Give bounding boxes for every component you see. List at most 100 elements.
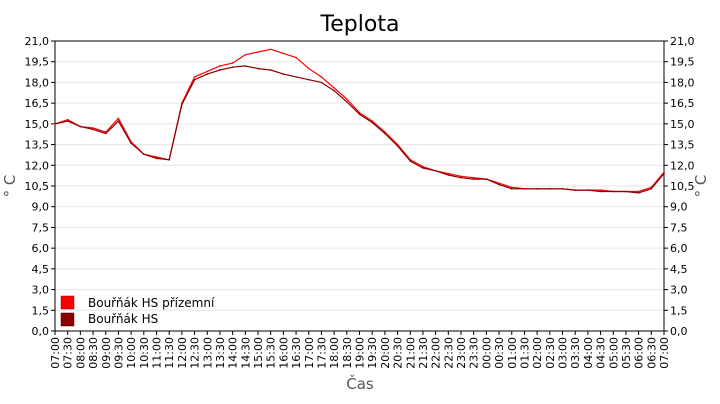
data-point-series-2 — [181, 103, 183, 106]
y-tick-label-left: 4,5 — [32, 263, 50, 276]
data-point-series-1 — [66, 118, 69, 121]
x-tick-label: 07:00 — [658, 337, 671, 369]
data-point-series-2 — [320, 81, 323, 84]
y-tick-label-left: 1,5 — [32, 304, 50, 317]
x-tick-label: 11:30 — [163, 337, 176, 369]
legend-swatch-series-1 — [60, 295, 75, 310]
x-tick-label: 05:00 — [607, 337, 620, 369]
data-point-series-1 — [460, 175, 462, 178]
data-point-series-2 — [396, 145, 399, 147]
y-tick-label-right: 4,5 — [670, 263, 688, 276]
x-tick-label: 16:30 — [290, 337, 303, 369]
y-tick-label-left: 3,0 — [32, 284, 50, 297]
x-tick-label: 19:00 — [354, 337, 367, 369]
data-point-series-2 — [346, 101, 348, 103]
x-tick-label: 06:30 — [645, 337, 658, 369]
y-tick-label-left: 6,0 — [32, 242, 50, 255]
y-axis-left: 0,0 1,5 3,0 4,5 6,0 7,5 9,0 10,5 12,0 13,5 15,0 16,… — [25, 35, 55, 338]
data-point-series-2 — [549, 188, 551, 190]
y-tick-label-right: 6,0 — [670, 242, 688, 255]
data-point-series-2 — [599, 190, 602, 193]
x-tick-label: 16:00 — [277, 337, 290, 369]
data-point-series-2 — [472, 178, 475, 180]
x-tick-label: 13:30 — [214, 337, 227, 369]
data-point-series-2 — [612, 190, 615, 193]
y-tick-label-right: 15,0 — [670, 118, 695, 131]
data-point-series-1 — [219, 65, 221, 67]
x-tick-label: 03:00 — [557, 337, 570, 369]
data-point-series-1 — [269, 48, 272, 51]
x-tick-label: 00:30 — [493, 337, 506, 369]
data-point-series-2 — [92, 128, 94, 131]
data-point-series-2 — [358, 113, 361, 115]
data-point-series-1 — [193, 76, 196, 78]
series-line-2 — [54, 65, 665, 194]
x-tick-label: 21:00 — [404, 337, 417, 369]
data-point-series-1 — [599, 189, 602, 191]
data-point-series-1 — [346, 98, 348, 100]
data-point-series-1 — [333, 87, 335, 89]
data-point-series-2 — [244, 65, 247, 67]
data-point-series-2 — [625, 190, 627, 193]
x-tick-label: 07:00 — [49, 337, 62, 369]
data-point-series-2 — [384, 132, 386, 135]
x-tick-label: 14:30 — [239, 337, 252, 369]
data-point-series-1 — [472, 176, 475, 179]
y-tick-label-right: 12,0 — [670, 159, 695, 172]
data-point-series-2 — [295, 76, 297, 78]
x-tick-label: 02:00 — [531, 337, 544, 369]
data-point-series-2 — [219, 69, 221, 71]
data-point-series-2 — [257, 67, 259, 70]
data-point-series-2 — [409, 160, 412, 162]
x-tick-label: 15:00 — [252, 337, 265, 369]
data-point-series-2 — [637, 192, 640, 194]
y-tick-label-left: 19,5 — [25, 56, 50, 69]
data-point-series-1 — [117, 117, 120, 120]
y-tick-label-right: 3,0 — [670, 284, 688, 297]
data-point-series-2 — [663, 172, 665, 175]
data-point-series-2 — [511, 188, 513, 190]
data-point-series-2 — [282, 73, 285, 75]
legend: Bouřňák HS přízemní Bouřňák HS — [60, 295, 215, 327]
data-point-series-1 — [257, 51, 259, 53]
data-point-series-1 — [320, 76, 323, 78]
data-point-series-2 — [498, 183, 500, 186]
data-point-series-1 — [244, 54, 247, 56]
series-line-1 — [54, 48, 665, 193]
data-point-series-2 — [155, 157, 158, 160]
x-tick-label: 10:00 — [125, 337, 138, 369]
legend-label-series-2: Bouřňák HS — [88, 312, 158, 326]
data-point-series-1 — [155, 156, 158, 158]
y-tick-label-left: 13,5 — [25, 139, 50, 152]
data-point-series-2 — [333, 89, 335, 92]
grid-lines — [55, 61, 664, 311]
y-tick-label-right: 21,0 — [670, 35, 695, 48]
y-axis-right: 0,0 1,5 3,0 4,5 6,0 7,5 9,0 10,5 12,0 13,5 15,0 16,… — [664, 35, 695, 338]
data-point-series-1 — [231, 62, 234, 64]
x-axis-title: Čas — [346, 374, 374, 393]
x-tick-label: 22:00 — [430, 337, 443, 369]
x-tick-label: 08:30 — [87, 337, 100, 369]
data-point-series-1 — [295, 56, 297, 59]
data-point-series-2 — [574, 189, 576, 191]
y-axis-title-right: ° C — [692, 175, 710, 198]
y-tick-label-left: 10,5 — [25, 180, 50, 193]
x-tick-label: 12:30 — [189, 337, 202, 369]
x-tick-label: 23:30 — [468, 337, 481, 369]
x-tick-label: 17:30 — [315, 337, 328, 369]
x-tick-label: 07:30 — [62, 337, 75, 369]
x-tick-label: 06:00 — [633, 337, 646, 369]
y-tick-label-right: 7,5 — [670, 221, 688, 234]
x-tick-label: 11:00 — [151, 337, 164, 369]
data-point-series-2 — [54, 123, 56, 125]
data-point-series-2 — [587, 189, 589, 191]
data-point-series-2 — [231, 66, 234, 68]
x-tick-label: 14:00 — [227, 337, 240, 369]
data-point-series-2 — [447, 174, 450, 176]
data-point-series-2 — [168, 159, 170, 161]
x-tick-label: 09:30 — [112, 337, 125, 369]
x-tick-label: 01:00 — [506, 337, 519, 369]
data-point-series-2 — [561, 188, 564, 190]
data-point-series-1 — [447, 172, 450, 175]
